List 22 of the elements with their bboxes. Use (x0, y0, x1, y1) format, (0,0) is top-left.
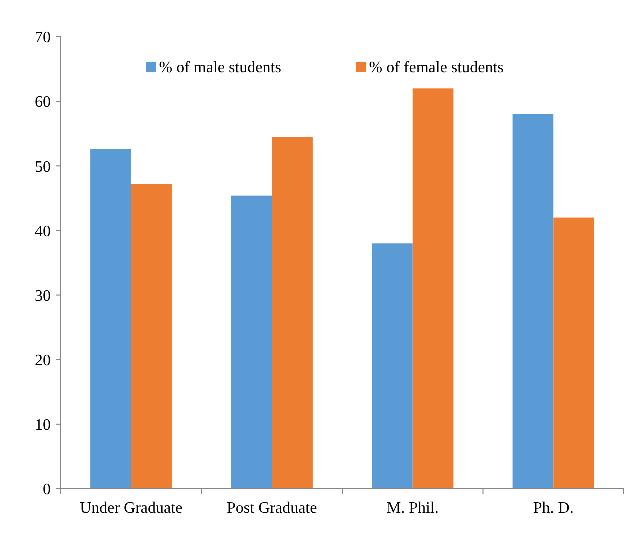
y-tick-label: 20 (35, 352, 51, 370)
bar (412, 88, 454, 489)
y-tick-label: 10 (35, 417, 51, 434)
bar (512, 114, 554, 489)
legend-label: % of male students (159, 60, 282, 77)
bar (131, 184, 172, 489)
y-tick-label: 30 (35, 288, 51, 305)
bar (231, 196, 272, 489)
x-tick-label: Post Graduate (227, 500, 318, 517)
x-tick-label: Ph. D. (533, 500, 574, 517)
y-tick-label: 40 (35, 223, 51, 240)
y-tick-label: 0 (43, 482, 51, 499)
bar (90, 149, 132, 489)
x-tick-label: M. Phil. (386, 500, 439, 517)
y-tick-label: 50 (35, 158, 51, 176)
y-tick-label: 70 (35, 30, 51, 47)
bar (372, 244, 413, 489)
y-tick-label: 60 (35, 94, 51, 112)
x-tick-label: Under Graduate (80, 500, 183, 517)
bar (272, 137, 313, 489)
legend-label: % of female students (369, 60, 504, 77)
bar (554, 218, 594, 489)
